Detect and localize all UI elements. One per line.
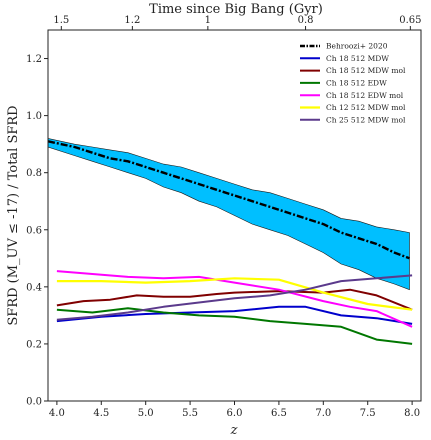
series-line-0 [48,140,410,260]
series-line-6 [56,274,413,321]
top-tick-label: 0.8 [298,15,314,26]
y-axis: 0.0 0.2 0.4 0.6 0.8 1.0 1.2 [26,54,48,408]
y-tick-label: 1.0 [26,111,42,122]
x-tick-label: 8.0 [404,408,420,419]
legend-label-1: Ch 18 512 MDW [326,54,389,63]
y-tick-label: 0.6 [26,225,42,236]
top-tick-label: 0.65 [399,15,421,26]
x-tick-label: 5.5 [182,408,198,419]
legend-label-0: Behroozi+ 2020 [326,42,388,51]
series-line-4 [56,270,413,328]
legend-label-2: Ch 18 512 MDW mol [326,66,406,75]
legend-label-4: Ch 18 512 EDW mol [326,91,404,100]
x-tick-label: 4.5 [93,408,109,419]
x-tick-label: 7.0 [315,408,331,419]
y-tick-label: 1.2 [26,54,42,65]
top-tick-label: 1 [205,15,211,26]
top-tick-label: 1.5 [53,15,69,26]
x-tick-label: 7.5 [360,408,376,419]
x-tick-label: 6.0 [227,408,243,419]
y-tick-label: 0.8 [26,168,42,179]
series-layer [48,140,413,345]
y-axis-label: SFRD (M_UV ≤ -17) / Total SFRD [6,105,21,325]
x-tick-label: 4.0 [49,408,65,419]
series-line-3 [56,307,413,345]
series-line-5 [56,277,413,311]
x-tick-label: 6.5 [271,408,287,419]
behroozi-uncertainty-band [48,138,410,291]
confidence-band-layer [48,138,410,291]
legend: Behroozi+ 2020 Ch 18 512 MDW Ch 18 512 MDW… [300,42,406,124]
series-line-1 [56,305,413,325]
y-tick-label: 0.2 [26,339,42,350]
y-tick-label: 0.4 [26,282,42,293]
series-line-2 [56,288,413,311]
top-tick-label: 1.2 [124,15,140,26]
x-axis-label: z [230,423,238,438]
x-axis: 4.0 4.5 5.0 5.5 6.0 6.5 7.0 7.5 8.0 [49,401,420,419]
y-tick-label: 0.0 [26,397,42,408]
top-axis: 1.5 1.2 1 0.8 0.65 [53,15,421,30]
top-axis-label: Time since Big Bang (Gyr) [149,2,323,17]
legend-label-3: Ch 18 512 EDW [326,79,387,88]
legend-label-5: Ch 12 512 MDW mol [326,103,406,112]
x-tick-label: 5.0 [138,408,154,419]
legend-label-6: Ch 25 512 MDW mol [326,115,406,124]
